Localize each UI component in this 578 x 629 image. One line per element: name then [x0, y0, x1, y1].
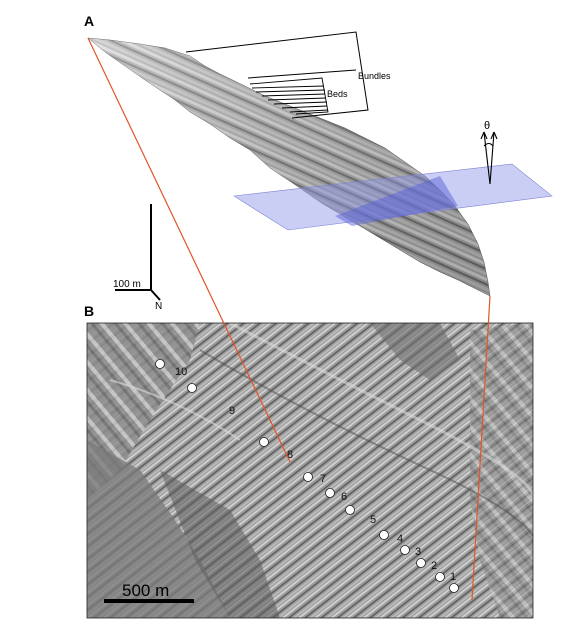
point-label-10: 10 [175, 366, 187, 378]
point-label-1: 1 [450, 571, 456, 583]
sample-point-1 [449, 583, 459, 593]
point-label-3: 3 [415, 546, 421, 558]
beds-bracket [249, 77, 329, 115]
theta-label: θ [484, 120, 490, 132]
sample-point-5 [379, 530, 389, 540]
sample-point-7 [325, 488, 335, 498]
sample-labels: 1 2 3 4 5 6 7 8 9 10 [175, 366, 456, 583]
panel-b: B 1 2 [84, 303, 534, 619]
scale-500m-label: 500 m [122, 581, 169, 600]
point-label-6: 6 [341, 491, 347, 503]
point-label-4: 4 [397, 533, 403, 545]
scale-100m-label: 100 m [113, 279, 141, 290]
correlation-traces [87, 37, 491, 601]
terrain-model [87, 37, 491, 297]
image-frame [86, 322, 534, 619]
point-label-8: 8 [287, 449, 293, 461]
sample-point-6 [345, 505, 355, 515]
north-label: N [155, 301, 162, 312]
scale-north-indicator [115, 204, 161, 301]
sample-point-11 [155, 359, 165, 369]
beds-label: Beds [327, 89, 348, 99]
plane-intersection [335, 176, 458, 226]
satellite-image [87, 323, 533, 618]
sample-point-10 [187, 383, 197, 393]
sample-point-8 [303, 472, 313, 482]
point-label-7: 7 [320, 473, 326, 485]
panel-a: A Bundles Beds [84, 13, 553, 312]
sample-point-9 [259, 437, 269, 447]
bundles-label: Bundles [358, 71, 391, 81]
panel-b-label: B [84, 303, 94, 319]
point-label-5: 5 [370, 514, 376, 526]
point-label-2: 2 [431, 560, 437, 572]
sample-point-3 [416, 558, 426, 568]
dip-angle-symbol [480, 131, 498, 185]
sample-point-4 [400, 545, 410, 555]
sample-points [155, 359, 459, 593]
bundles-bracket [185, 31, 369, 119]
sample-point-2 [435, 572, 445, 582]
point-label-9: 9 [229, 405, 235, 417]
panel-a-label: A [84, 13, 94, 29]
